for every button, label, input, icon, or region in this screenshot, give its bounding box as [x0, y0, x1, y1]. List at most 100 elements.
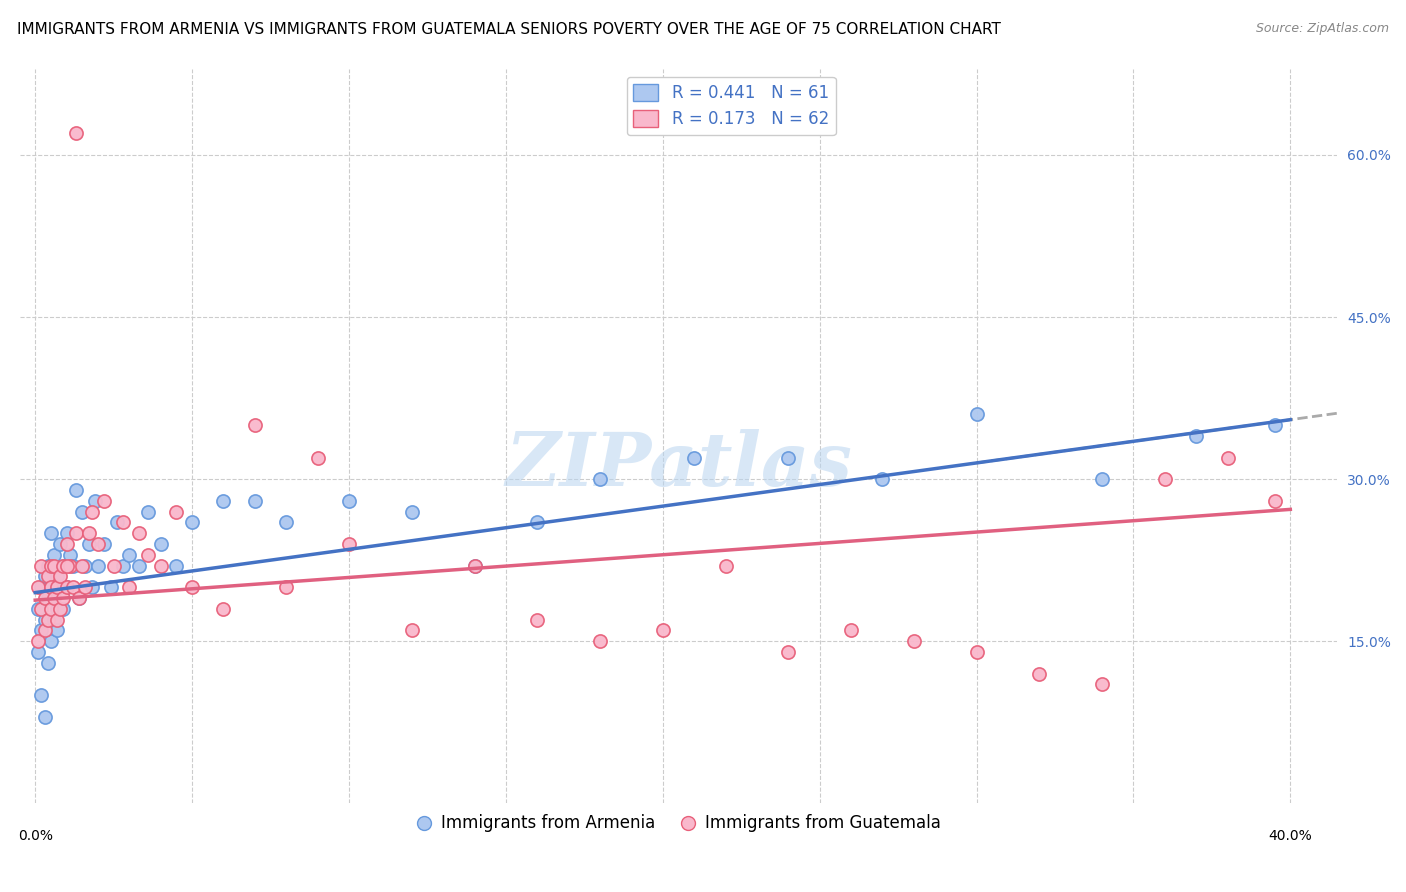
Point: [42, 591, 65, 605]
Point: [39, 526, 62, 541]
Text: IMMIGRANTS FROM ARMENIA VS IMMIGRANTS FROM GUATEMALA SENIORS POVERTY OVER THE AG: IMMIGRANTS FROM ARMENIA VS IMMIGRANTS FR…: [17, 22, 1001, 37]
Point: [39, 580, 62, 594]
Point: [55, 526, 77, 541]
Point: [714, 558, 737, 573]
Point: [37, 613, 59, 627]
Point: [39, 634, 62, 648]
Point: [136, 504, 159, 518]
Point: [136, 548, 159, 562]
Point: [27, 601, 49, 615]
Point: [55, 580, 77, 594]
Point: [75, 558, 97, 573]
Point: [31, 688, 53, 702]
Point: [276, 580, 298, 594]
Point: [165, 558, 187, 573]
Point: [42, 558, 65, 573]
Point: [212, 601, 235, 615]
Point: [46, 613, 69, 627]
Point: [39, 601, 62, 615]
Point: [52, 558, 75, 573]
Point: [67, 591, 90, 605]
Point: [93, 537, 115, 551]
Point: [87, 558, 110, 573]
Point: [966, 645, 988, 659]
Text: Source: ZipAtlas.com: Source: ZipAtlas.com: [1256, 22, 1389, 36]
Point: [31, 601, 53, 615]
Point: [55, 580, 77, 594]
Point: [966, 407, 988, 421]
Point: [118, 548, 141, 562]
Point: [46, 569, 69, 583]
Point: [37, 656, 59, 670]
Point: [128, 558, 150, 573]
Point: [401, 504, 423, 518]
Point: [212, 493, 235, 508]
Point: [42, 548, 65, 562]
Point: [149, 558, 172, 573]
Point: [651, 624, 673, 638]
Point: [589, 634, 612, 648]
Point: [1028, 666, 1050, 681]
Point: [1264, 493, 1286, 508]
Point: [1216, 450, 1239, 465]
Point: [276, 516, 298, 530]
Point: [42, 613, 65, 627]
Point: [100, 580, 122, 594]
Point: [52, 591, 75, 605]
Point: [65, 526, 87, 541]
Point: [128, 526, 150, 541]
Point: [589, 472, 612, 486]
Point: [75, 580, 97, 594]
Point: [337, 493, 360, 508]
Point: [87, 537, 110, 551]
Point: [903, 634, 925, 648]
Legend: Immigrants from Armenia, Immigrants from Guatemala: Immigrants from Armenia, Immigrants from…: [409, 807, 948, 839]
Point: [65, 126, 87, 140]
Point: [55, 558, 77, 573]
Point: [80, 504, 103, 518]
Point: [77, 537, 100, 551]
Point: [1264, 418, 1286, 433]
Text: 0.0%: 0.0%: [18, 829, 52, 843]
Point: [46, 601, 69, 615]
Point: [52, 558, 75, 573]
Point: [59, 548, 82, 562]
Point: [463, 558, 485, 573]
Text: ZIPatlas: ZIPatlas: [505, 429, 852, 501]
Point: [49, 601, 72, 615]
Point: [683, 450, 706, 465]
Point: [872, 472, 894, 486]
Point: [181, 580, 204, 594]
Point: [27, 634, 49, 648]
Point: [1091, 472, 1114, 486]
Point: [31, 580, 53, 594]
Point: [526, 613, 548, 627]
Point: [49, 580, 72, 594]
Point: [39, 580, 62, 594]
Point: [72, 558, 94, 573]
Point: [72, 504, 94, 518]
Point: [1153, 472, 1175, 486]
Point: [37, 558, 59, 573]
Point: [243, 418, 266, 433]
Point: [181, 516, 204, 530]
Point: [149, 537, 172, 551]
Point: [59, 558, 82, 573]
Point: [62, 558, 84, 573]
Point: [34, 624, 56, 638]
Point: [34, 569, 56, 583]
Point: [42, 591, 65, 605]
Point: [243, 493, 266, 508]
Point: [31, 558, 53, 573]
Point: [839, 624, 862, 638]
Point: [1091, 677, 1114, 691]
Point: [37, 591, 59, 605]
Point: [46, 624, 69, 638]
Point: [34, 613, 56, 627]
Point: [112, 516, 135, 530]
Point: [337, 537, 360, 551]
Point: [65, 483, 87, 497]
Point: [31, 624, 53, 638]
Point: [83, 493, 105, 508]
Point: [55, 537, 77, 551]
